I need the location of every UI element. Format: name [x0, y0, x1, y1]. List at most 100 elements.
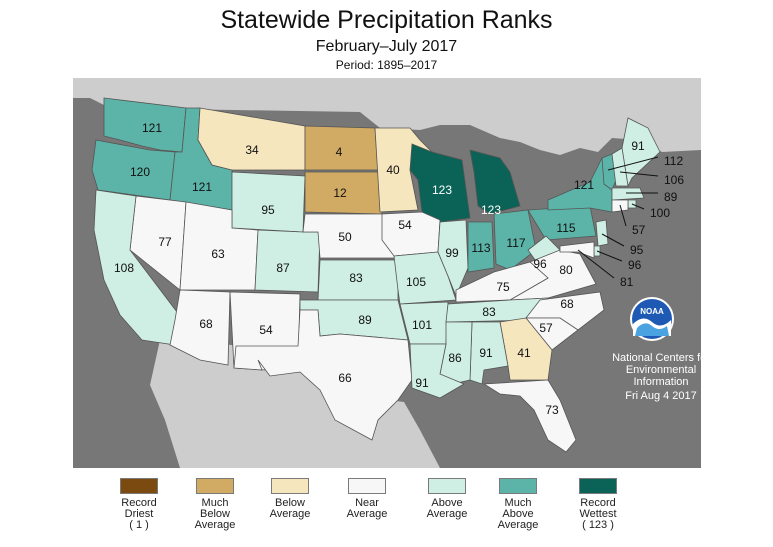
state-md [559, 241, 595, 259]
legend-label: Much Above Average [497, 497, 539, 531]
rank-label-ca: 108 [114, 261, 134, 275]
legend-item-near: Near Average [327, 478, 407, 520]
state-mi [469, 149, 521, 215]
state-ca [93, 189, 181, 346]
rank-label-de: 96 [628, 258, 642, 272]
rank-label-ar: 101 [412, 318, 432, 332]
state-ma [611, 187, 645, 201]
rank-label-al: 91 [479, 346, 493, 360]
legend-swatch [579, 478, 617, 494]
rank-label-mn: 40 [386, 163, 400, 177]
leader-line-nh [619, 171, 659, 177]
rank-label-ga: 41 [517, 346, 531, 360]
leader-line-ct [619, 204, 627, 227]
legend-label: Near Average [346, 497, 388, 520]
state-fl [482, 379, 577, 453]
rank-label-ma: 89 [664, 190, 678, 204]
rank-label-mo: 105 [406, 275, 426, 289]
legend-item-record-driest: Record Driest ( 1 ) [99, 478, 179, 531]
rank-label-mt: 34 [245, 143, 259, 157]
rank-label-or: 120 [130, 165, 150, 179]
rank-label-ks: 83 [349, 271, 363, 285]
legend-swatch [348, 478, 386, 494]
legend-item-above: Above Average [407, 478, 487, 520]
state-la [409, 343, 465, 399]
map-subtitle: February–July 2017 [315, 38, 458, 55]
legend-label: Below Average [269, 497, 311, 520]
rank-label-ok: 89 [358, 313, 372, 327]
credit-line-2: Environmental [625, 364, 697, 376]
map-title: Statewide Precipitation Ranks [220, 6, 553, 34]
rank-label-wa: 121 [142, 121, 162, 135]
leader-line-de [596, 250, 623, 262]
legend-label: Record Wettest ( 123 ) [579, 497, 617, 531]
noaa-logo-text: NOAA [640, 307, 664, 316]
legend-swatch [120, 478, 158, 494]
legend-swatch [271, 478, 309, 494]
credit-line-3: Information [633, 376, 689, 388]
leader-line-vt [607, 156, 659, 171]
rank-label-az: 68 [199, 317, 213, 331]
rank-label-nd: 4 [336, 145, 343, 159]
credit-date: Fri Aug 4 2017 [625, 390, 697, 402]
rank-label-wi: 123 [432, 183, 452, 197]
state-wy [231, 171, 306, 233]
rank-label-wy: 95 [261, 203, 275, 217]
rank-label-nj: 95 [630, 243, 644, 257]
rank-label-va: 80 [559, 263, 573, 277]
rank-label-oh: 117 [506, 236, 525, 250]
rank-label-la: 91 [415, 376, 429, 390]
leader-line-md [577, 249, 615, 279]
rank-label-il: 99 [445, 246, 459, 260]
state-vt [601, 153, 617, 191]
rank-label-in: 113 [471, 241, 490, 255]
rank-label-tx: 66 [338, 371, 352, 385]
rank-label-sc: 57 [539, 321, 553, 335]
state-ky [455, 261, 549, 303]
state-oh [493, 209, 537, 271]
canada-landmass [73, 78, 701, 155]
state-in [467, 221, 495, 273]
credit-line-1: National Centers for [612, 352, 710, 364]
state-tx [233, 309, 413, 441]
legend-item-much-above: Much Above Average [478, 478, 558, 531]
rank-label-nc: 68 [560, 297, 574, 311]
rank-label-vt: 112 [664, 154, 683, 168]
rank-label-pa: 115 [556, 221, 575, 235]
legend-swatch [196, 478, 234, 494]
rank-label-wv: 96 [533, 257, 547, 271]
state-co [254, 229, 321, 293]
rank-label-mi: 123 [481, 203, 501, 217]
rank-label-nm: 54 [259, 323, 273, 337]
rank-label-ne: 50 [338, 230, 352, 244]
rank-label-ia: 54 [398, 218, 412, 232]
legend-swatch [499, 478, 537, 494]
rank-label-me: 91 [631, 139, 645, 153]
rank-label-sd: 12 [333, 186, 347, 200]
rank-label-co: 87 [276, 261, 290, 275]
rank-label-ny: 121 [574, 178, 594, 192]
legend-label: Above Average [426, 497, 468, 520]
rank-label-nv: 77 [158, 235, 172, 249]
legend-item-record-wettest: Record Wettest ( 123 ) [558, 478, 638, 531]
rank-label-id: 121 [192, 180, 212, 194]
rank-label-ri: 100 [650, 206, 670, 220]
rank-label-ky: 75 [496, 280, 510, 294]
rank-label-ct: 57 [632, 223, 646, 237]
leader-line-nj [601, 233, 625, 247]
state-nj [595, 219, 609, 247]
rank-label-nh: 106 [664, 173, 684, 187]
lake-erie [520, 200, 552, 212]
rank-label-md: 81 [620, 275, 634, 289]
rank-label-ut: 63 [211, 247, 225, 261]
rank-label-ms: 86 [448, 351, 462, 365]
legend-item-below: Below Average [250, 478, 330, 520]
legend-swatch [428, 478, 466, 494]
legend-label: Much Below Average [194, 497, 236, 531]
rank-label-fl: 73 [545, 403, 559, 417]
legend-label: Record Driest ( 1 ) [121, 497, 157, 531]
noaa-logo: NOAA [629, 296, 675, 347]
rank-label-tn: 83 [482, 305, 496, 319]
legend-item-much-below: Much Below Average [175, 478, 255, 531]
us-precipitation-map: 121 120 121 34 4 12 40 123 123 95 77 108 63 87 50 54 83 1… [73, 78, 701, 468]
